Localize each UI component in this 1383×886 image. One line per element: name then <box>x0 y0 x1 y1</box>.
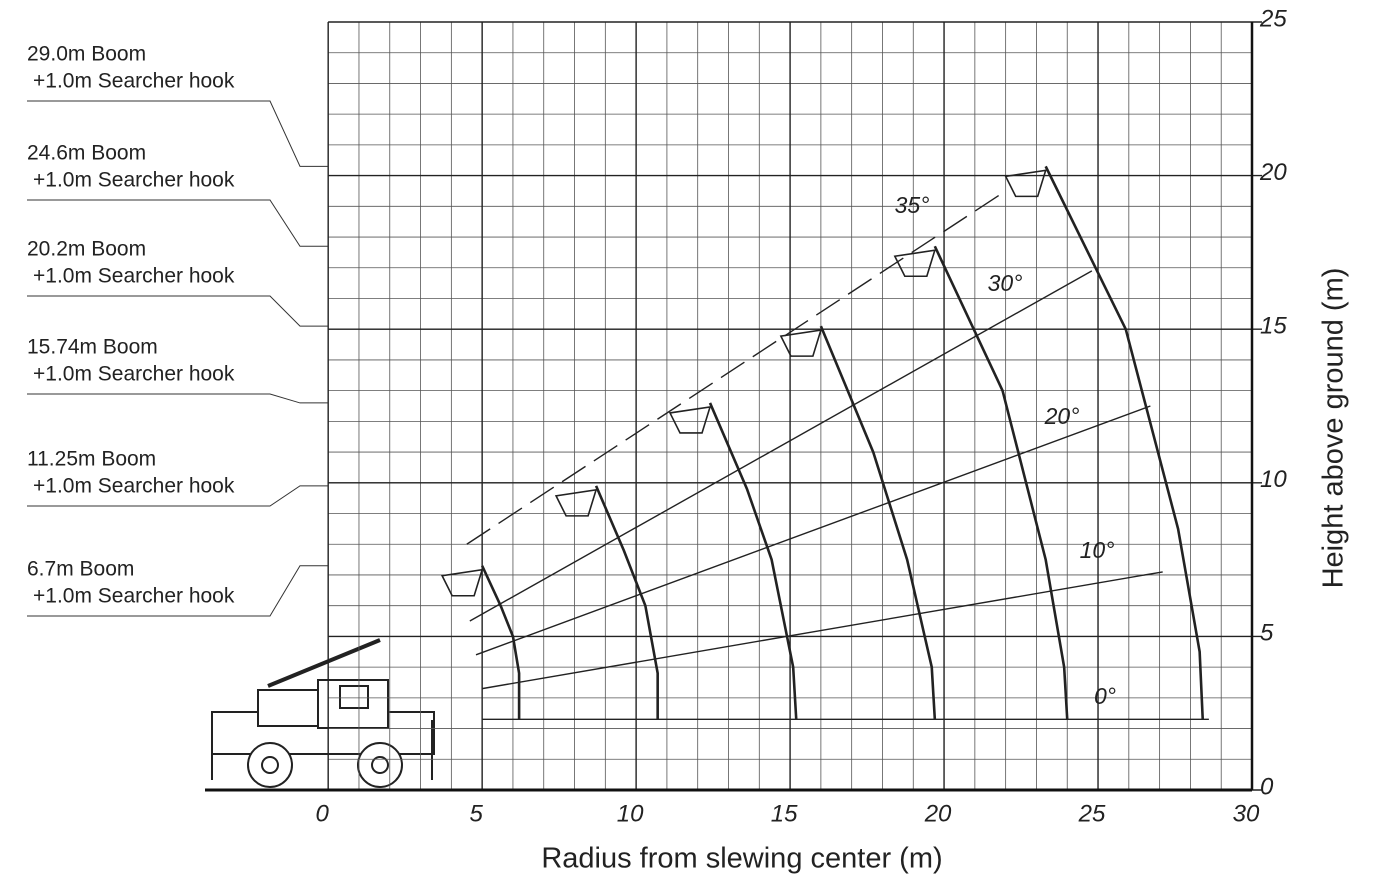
y-tick-label: 10 <box>1260 466 1287 493</box>
boom-tip <box>668 405 712 434</box>
leader-line <box>27 100 329 167</box>
y-axis-label: Height above ground (m) <box>1318 268 1350 589</box>
x-tick-label: 0 <box>315 800 329 827</box>
boom-tip <box>1004 169 1047 198</box>
boom-tip <box>893 249 936 278</box>
boom-label: 24.6m Boom <box>27 142 146 165</box>
boom-envelope <box>480 565 521 720</box>
angle-line <box>469 270 1093 622</box>
leader-line <box>27 295 329 327</box>
boom-tip <box>440 568 484 597</box>
boom-attachment: +1.0m Searcher hook <box>33 363 235 386</box>
y-tick-label: 5 <box>1260 620 1274 647</box>
boom-label: 20.2m Boom <box>27 238 146 261</box>
boom-label: 11.25m Boom <box>27 448 156 471</box>
boom-tip <box>779 329 823 357</box>
boom-tip <box>554 488 598 517</box>
boom-attachment: +1.0m Searcher hook <box>33 475 235 498</box>
y-tick-label: 15 <box>1260 313 1287 340</box>
boom-attachment: +1.0m Searcher hook <box>33 265 235 288</box>
x-tick-label: 15 <box>771 800 798 827</box>
leader-line <box>27 199 329 247</box>
y-tick-label: 0 <box>1260 773 1274 800</box>
crane <box>211 638 435 788</box>
angle-label: 35° <box>895 192 930 218</box>
x-axis-label: Radius from slewing center (m) <box>541 843 942 875</box>
boom-attachment: +1.0m Searcher hook <box>33 70 235 93</box>
x-tick-label: 20 <box>924 800 952 827</box>
x-tick-label: 5 <box>469 800 483 827</box>
leader-line <box>27 485 329 507</box>
boom-envelope <box>708 402 798 720</box>
boom-label: 6.7m Boom <box>27 558 134 581</box>
boom-label: 29.0m Boom <box>27 43 146 66</box>
angle-line <box>482 571 1163 690</box>
angle-label: 10° <box>1080 537 1115 563</box>
angle-label: 0° <box>1094 683 1116 709</box>
boom-attachment: +1.0m Searcher hook <box>33 585 235 608</box>
y-tick-label: 20 <box>1259 159 1287 186</box>
angle-label: 30° <box>988 270 1023 296</box>
boom-attachment: +1.0m Searcher hook <box>33 169 235 192</box>
boom-envelope <box>1044 165 1205 720</box>
boom-envelope <box>933 245 1069 720</box>
y-tick-label: 25 <box>1259 5 1287 32</box>
leader-line <box>27 393 329 404</box>
boom-envelope <box>594 485 659 720</box>
x-tick-label: 30 <box>1233 800 1260 827</box>
angle-label: 20° <box>1044 403 1080 429</box>
boom-envelope <box>819 325 937 720</box>
angle-line <box>475 405 1151 656</box>
x-tick-label: 25 <box>1078 800 1106 827</box>
angle-line <box>466 190 1007 545</box>
boom-label: 15.74m Boom <box>27 336 158 359</box>
x-tick-label: 10 <box>617 800 644 827</box>
leader-line <box>27 565 329 617</box>
